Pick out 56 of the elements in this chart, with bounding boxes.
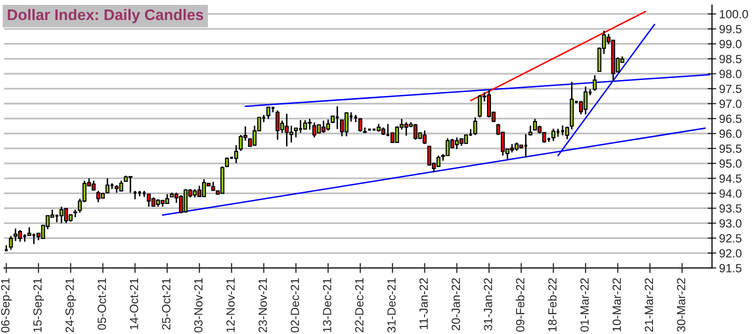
- candlestick: [105, 178, 110, 194]
- x-tick-label: 09-Feb-22: [516, 278, 524, 332]
- x-tick-label: 03-Nov-21: [194, 278, 203, 332]
- chart-title: Dollar Index: Daily Candles: [8, 8, 204, 24]
- x-tick-label: 13-Dec-21: [322, 278, 332, 332]
- candlestick: [289, 125, 294, 144]
- y-tick-label: 99.0: [720, 40, 742, 48]
- candlestick: [436, 154, 440, 168]
- x-tick-label: 20-Jan-22: [452, 278, 460, 330]
- x-tick-label: 21-Mar-22: [644, 278, 654, 332]
- y-tick-label: 99.5: [720, 24, 742, 34]
- x-tick-label: 12-Nov-21: [226, 278, 235, 332]
- y-tick-label: 100.0: [720, 10, 748, 18]
- x-tick-label: 01-Mar-22: [580, 278, 589, 332]
- y-tick-label: 98.0: [720, 70, 742, 78]
- x-tick-label: 30-Mar-22: [676, 278, 686, 332]
- x-tick-label: 25-Oct-21: [162, 278, 170, 330]
- x-tick-label: 31-Jan-22: [484, 278, 492, 330]
- candlestick: [551, 128, 556, 142]
- x-tick-label: 02-Dec-21: [290, 278, 300, 332]
- y-tick-label: 94.5: [720, 174, 742, 183]
- y-tick-label: 97.5: [720, 84, 742, 94]
- x-tick-label: 14-Oct-21: [130, 278, 138, 330]
- candlestick: [224, 156, 229, 168]
- x-tick-label: 31-Dec-21: [387, 278, 396, 332]
- candlestick: [294, 127, 298, 138]
- x-tick-label: 05-Oct-21: [98, 278, 106, 330]
- candlestick: [358, 118, 362, 132]
- candlestick: [266, 106, 270, 120]
- y-tick-label: 96.0: [720, 130, 742, 138]
- y-tick-label: 98.5: [720, 54, 742, 64]
- y-tick-label: 93.0: [720, 219, 742, 228]
- candlestick: [592, 74, 597, 92]
- y-tick-label: 97.0: [720, 100, 742, 108]
- y-tick-label: 92.0: [720, 249, 742, 258]
- y-tick-label: 96.5: [720, 114, 742, 123]
- y-tick-label: 92.5: [720, 234, 742, 243]
- y-tick-label: 93.5: [720, 204, 742, 213]
- candlestick: [8, 235, 13, 250]
- candlestick: [128, 176, 132, 194]
- x-tick-label: 11-Jan-22: [419, 278, 428, 330]
- x-tick-label: 15-Sep-21: [33, 278, 44, 332]
- x-tick-label: 06-Sep-21: [1, 278, 12, 332]
- y-tick-label: 95.5: [720, 144, 742, 153]
- x-tick-label: 10-Mar-22: [612, 278, 621, 332]
- candlestick: [276, 110, 280, 140]
- x-tick-label: 23-Nov-21: [258, 278, 267, 332]
- y-tick-label: 91.5: [720, 264, 742, 272]
- candlestick: [234, 144, 238, 164]
- x-tick-label: 22-Dec-21: [355, 278, 364, 332]
- y-tick-label: 95.0: [720, 159, 742, 168]
- y-tick-label: 94.0: [720, 189, 742, 198]
- x-tick-label: 18-Feb-22: [548, 278, 557, 332]
- candlestick: [565, 126, 570, 140]
- candlestick: [473, 116, 478, 136]
- x-tick-label: 24-Sep-21: [65, 278, 76, 332]
